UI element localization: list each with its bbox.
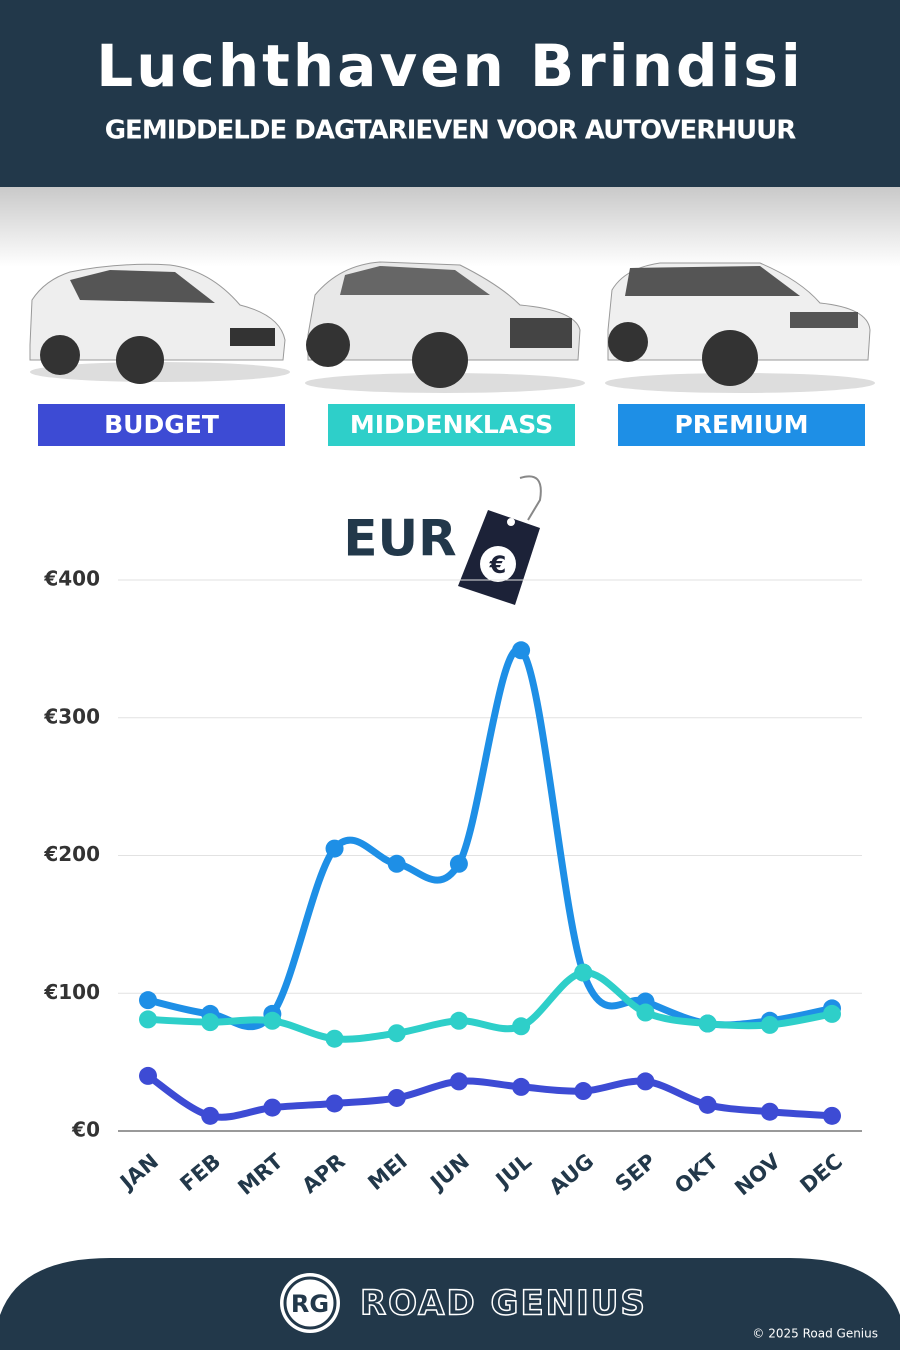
legend-label: PREMIUM [674, 410, 808, 439]
data-point [512, 1077, 531, 1096]
data-point [574, 1082, 593, 1101]
legend-label: MIDDENKLASS [350, 410, 553, 439]
data-point [387, 1088, 406, 1107]
y-tick-label: €100 [43, 980, 100, 1004]
subtitle: GEMIDDELDE DAGTARIEVEN VOOR AUTOVERHUUR [105, 116, 797, 146]
x-tick-label: NOV [730, 1149, 785, 1201]
data-point [387, 854, 406, 873]
title: Luchthaven Brindisi [96, 32, 804, 100]
y-tick-label: €400 [43, 567, 100, 591]
data-point [512, 641, 531, 660]
x-tick-label: DEC [795, 1149, 847, 1198]
footer-bg [0, 1258, 900, 1350]
legend-badge [328, 404, 575, 446]
data-point [325, 839, 344, 858]
data-point [387, 1024, 406, 1043]
data-point [823, 1106, 841, 1125]
x-tick-label: AUG [545, 1149, 599, 1199]
legend-label: BUDGET [104, 410, 219, 439]
car-premium [605, 262, 875, 393]
data-point [263, 1011, 282, 1030]
data-point [636, 1072, 655, 1091]
legend-badge [618, 404, 865, 446]
x-tick-label: JAN [114, 1149, 163, 1195]
data-point [263, 1098, 282, 1117]
data-point [574, 963, 593, 982]
data-point [636, 1003, 655, 1022]
data-point [698, 1095, 717, 1114]
logo-ring [283, 1276, 337, 1330]
data-point [449, 1011, 468, 1030]
data-point [823, 1004, 841, 1023]
x-tick-label: MRT [233, 1149, 288, 1200]
x-tick-label: JUN [424, 1149, 473, 1196]
currency-symbol: € [489, 551, 507, 579]
x-tick-label: MEI [363, 1149, 411, 1195]
data-point [201, 1106, 220, 1125]
copyright: © 2025 Road Genius [752, 1327, 878, 1341]
data-point [512, 1017, 531, 1036]
logo-circle [280, 1273, 340, 1333]
x-tick-label: FEB [176, 1149, 226, 1196]
series-line [144, 645, 836, 1030]
header-bg [0, 0, 900, 187]
x-tick-label: APR [298, 1149, 350, 1198]
y-tick-label: €300 [43, 704, 100, 728]
series-line [144, 1072, 836, 1121]
data-point [325, 1094, 344, 1113]
data-point [139, 1066, 157, 1085]
data-point [325, 1029, 344, 1048]
header-shade [0, 187, 900, 267]
data-point [449, 854, 468, 873]
data-point [201, 1013, 220, 1032]
data-point [139, 1010, 157, 1029]
brand: ROAD GENIUS [360, 1284, 647, 1324]
car-middle [305, 261, 585, 393]
x-tick-label: SEP [611, 1149, 661, 1196]
price-tag: € [458, 475, 542, 605]
car-budget [29, 263, 290, 384]
data-point [698, 1014, 717, 1033]
data-point [760, 1015, 779, 1034]
y-tick-label: €0 [71, 1118, 100, 1142]
logo: RG [291, 1290, 329, 1318]
x-tick-label: OKT [670, 1149, 723, 1199]
x-tick-label: JUL [490, 1149, 536, 1193]
y-axis-label: EUR [343, 510, 456, 568]
data-point [449, 1072, 468, 1091]
data-point [139, 991, 157, 1010]
legend-badge [38, 404, 285, 446]
data-point [760, 1102, 779, 1121]
y-tick-label: €200 [43, 842, 100, 866]
